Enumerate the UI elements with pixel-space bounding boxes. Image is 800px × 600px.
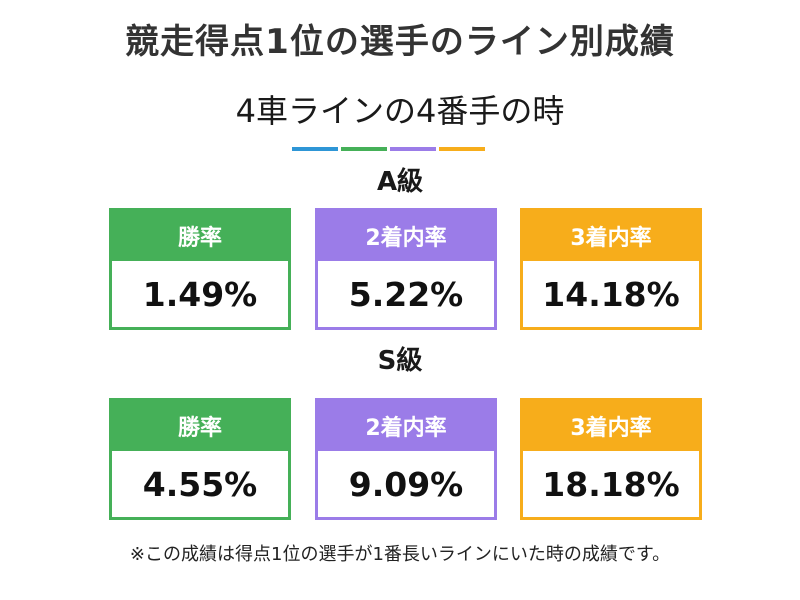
- accent-bar-green: [341, 147, 387, 151]
- footnote: ※この成績は得点1位の選手が1番長いラインにいた時の成績です。: [129, 544, 671, 565]
- card-s-top3-value: 18.18%: [542, 464, 680, 504]
- card-a-win: 勝率 1.49%: [109, 208, 291, 330]
- card-a-top2-header: 2着内率: [318, 211, 494, 261]
- card-a-top2-value: 5.22%: [348, 274, 464, 314]
- card-s-top2-header: 2着内率: [318, 401, 494, 451]
- group-label-a: A級: [376, 167, 424, 197]
- card-a-top2: 2着内率 5.22%: [315, 208, 497, 330]
- group-label-s: S級: [377, 346, 423, 376]
- card-a-top3-header: 3着内率: [523, 211, 699, 261]
- card-a-top3-value: 14.18%: [542, 274, 680, 314]
- card-a-top3: 3着内率 14.18%: [520, 208, 702, 330]
- card-a-win-value: 1.49%: [142, 274, 258, 314]
- card-s-top2: 2着内率 9.09%: [315, 398, 497, 520]
- card-s-top3-header: 3着内率: [523, 401, 699, 451]
- card-s-win-header: 勝率: [112, 401, 288, 451]
- card-s-top2-value: 9.09%: [348, 464, 464, 504]
- accent-bar-purple: [390, 147, 436, 151]
- chart-title: 競走得点1位の選手のライン別成績: [125, 22, 675, 62]
- card-a-win-header: 勝率: [112, 211, 288, 261]
- accent-bar-orange: [439, 147, 485, 151]
- card-s-win-value: 4.55%: [142, 464, 258, 504]
- accent-bar-blue: [292, 147, 338, 151]
- chart-subtitle: 4車ラインの4番手の時: [235, 92, 565, 130]
- card-s-top3: 3着内率 18.18%: [520, 398, 702, 520]
- card-s-win: 勝率 4.55%: [109, 398, 291, 520]
